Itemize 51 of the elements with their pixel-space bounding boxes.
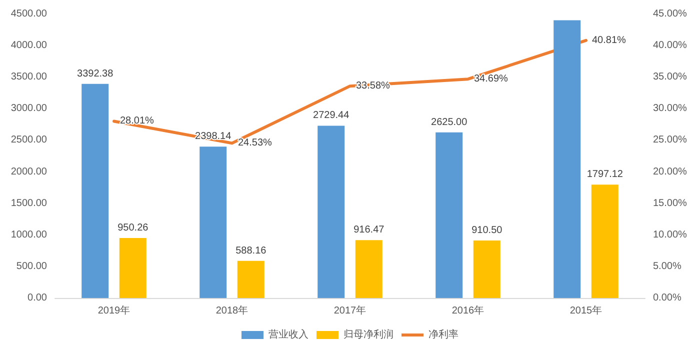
line-series	[112, 38, 588, 145]
y-tick-label: 2500.00	[10, 134, 48, 146]
data-label: 3392.38	[77, 68, 114, 80]
data-label: 588.16	[236, 245, 267, 256]
x-tick-label: 2015年	[570, 304, 602, 316]
y2-tick-label: 20.00%	[653, 166, 688, 178]
bar	[436, 132, 463, 298]
y2-tick-label: 45.00%	[653, 8, 688, 20]
bar	[237, 260, 264, 298]
y2-tick-label: 0.00%	[653, 292, 682, 304]
y-tick-label: 1500.00	[10, 198, 48, 209]
bar	[82, 84, 109, 298]
data-label: 950.26	[118, 222, 149, 234]
y-tick-label: 3000.00	[10, 103, 48, 114]
bar	[554, 20, 581, 298]
data-label: 34.69%	[474, 74, 508, 85]
data-label: 2729.44	[313, 110, 350, 122]
y-tick-label: 1000.00	[10, 229, 48, 240]
bar	[591, 184, 618, 298]
data-label: 28.01%	[120, 116, 154, 127]
y-tick-label: 0.00	[28, 292, 48, 304]
y-tick-label: 4500.00	[10, 8, 48, 20]
y2-tick-label: 40.00%	[653, 40, 688, 52]
x-tick-label: 2018年	[216, 304, 248, 316]
y-tick-label: 500.00	[16, 260, 48, 272]
y2-tick-label: 35.00%	[653, 72, 688, 83]
data-label: 40.81%	[592, 34, 626, 46]
legend-label: 净利率	[428, 328, 458, 340]
bar	[318, 126, 345, 298]
bar	[200, 146, 227, 298]
x-tick-label: 2019年	[98, 304, 130, 316]
y-tick-label: 4000.00	[10, 40, 48, 52]
bar	[473, 240, 500, 298]
y2-tick-label: 25.00%	[653, 134, 688, 146]
y2-tick-label: 10.00%	[653, 229, 688, 240]
x-tick-label: 2016年	[452, 304, 484, 316]
data-label: 916.47	[354, 224, 385, 236]
legend-label: 营业收入	[268, 328, 308, 340]
y2-tick-label: 30.00%	[653, 103, 688, 114]
y-tick-label: 3500.00	[10, 72, 48, 83]
data-label: 2625.00	[431, 116, 468, 128]
y-tick-label: 2000.00	[10, 166, 48, 178]
y2-tick-label: 15.00%	[653, 198, 688, 209]
bar	[355, 240, 382, 298]
data-label: 1797.12	[586, 169, 624, 180]
legend-label: 归母净利润	[344, 328, 394, 340]
data-label: 24.53%	[238, 138, 272, 149]
x-tick-label: 2017年	[334, 304, 366, 316]
data-label: 910.50	[472, 225, 503, 236]
y2-tick-label: 5.00%	[653, 260, 682, 272]
bar	[119, 238, 146, 298]
